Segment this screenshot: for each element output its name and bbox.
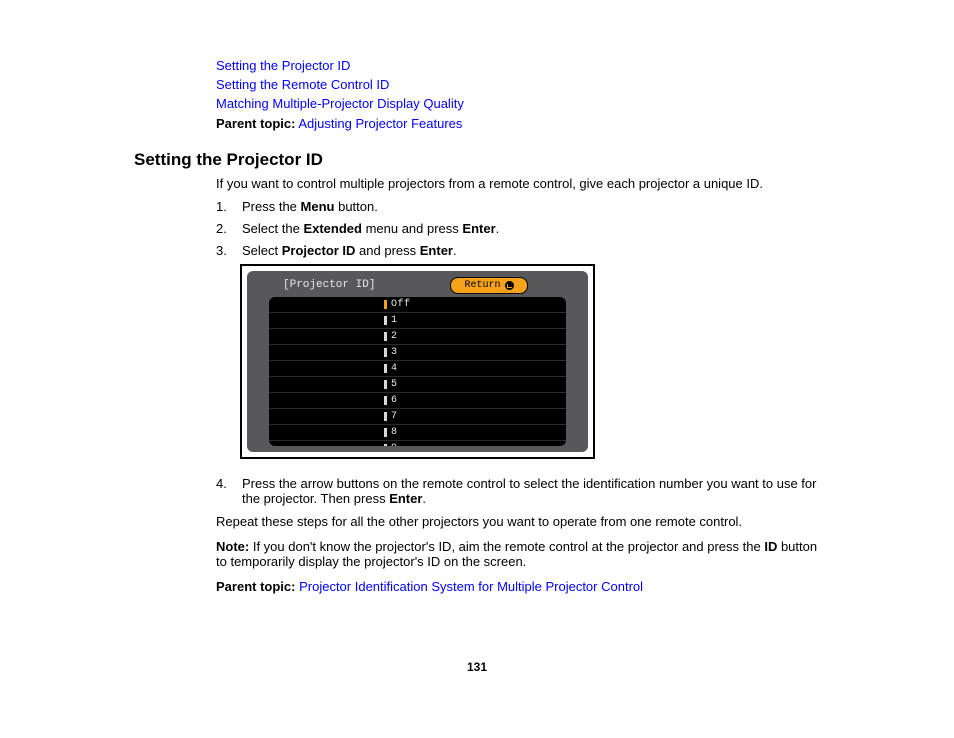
section-heading: Setting the Projector ID: [134, 150, 323, 170]
osd-row: 1: [269, 313, 566, 329]
osd-outer: [Projector ID] Return Off 1 2 3 4 5 6 7 8 9: [247, 271, 588, 452]
osd-tick-icon: [384, 428, 387, 437]
osd-tick-icon: [384, 364, 387, 373]
step-number: 3.: [216, 242, 242, 259]
osd-item-label: 7: [391, 411, 398, 422]
osd-row: 8: [269, 425, 566, 441]
link-setting-remote-control-id[interactable]: Setting the Remote Control ID: [216, 77, 389, 92]
osd-item-label: 9: [391, 443, 398, 446]
parent-topic-line-1: Parent topic: Adjusting Projector Featur…: [216, 115, 464, 133]
step-text: Press the Menu button.: [242, 198, 378, 215]
osd-screenshot: [Projector ID] Return Off 1 2 3 4 5 6 7 8 9: [240, 264, 595, 459]
step-4: 4. Press the arrow buttons on the remote…: [216, 476, 826, 506]
ordered-steps: 1. Press the Menu button. 2. Select the …: [216, 198, 826, 259]
step-text: Select Projector ID and press Enter.: [242, 242, 457, 259]
osd-row: 3: [269, 345, 566, 361]
step-2: 2. Select the Extended menu and press En…: [216, 220, 826, 237]
osd-item-label: 3: [391, 347, 398, 358]
top-links-block: Setting the Projector ID Setting the Rem…: [216, 57, 464, 134]
osd-return-label: Return: [464, 280, 500, 291]
osd-return-button: Return: [450, 277, 528, 294]
osd-panel: Off 1 2 3 4 5 6 7 8 9: [269, 297, 566, 446]
osd-tick-icon: [384, 412, 387, 421]
link-adjusting-projector-features[interactable]: Adjusting Projector Features: [298, 116, 462, 131]
osd-item-label: 5: [391, 379, 398, 390]
note-text: Note: If you don't know the projector's …: [216, 539, 826, 569]
osd-title: [Projector ID]: [283, 279, 375, 291]
osd-row: 5: [269, 377, 566, 393]
osd-item-label: Off: [391, 299, 411, 310]
step-number: 4.: [216, 476, 242, 506]
osd-tick-icon: [384, 380, 387, 389]
link-setting-projector-id[interactable]: Setting the Projector ID: [216, 58, 350, 73]
osd-tick-icon: [384, 444, 387, 446]
osd-item-label: 6: [391, 395, 398, 406]
osd-tick-icon: [384, 300, 387, 309]
osd-row: 4: [269, 361, 566, 377]
osd-item-label: 8: [391, 427, 398, 438]
osd-row: 2: [269, 329, 566, 345]
step-text: Press the arrow buttons on the remote co…: [242, 476, 826, 506]
page-number: 131: [0, 660, 954, 674]
osd-row: 6: [269, 393, 566, 409]
osd-item-label: 1: [391, 315, 398, 326]
intro-text: If you want to control multiple projecto…: [216, 175, 826, 192]
parent-topic-label-1: Parent topic:: [216, 116, 295, 131]
step-number: 1.: [216, 198, 242, 215]
body-lower: 4. Press the arrow buttons on the remote…: [216, 476, 826, 604]
osd-row: Off: [269, 297, 566, 313]
parent-topic-label-2: Parent topic:: [216, 579, 295, 594]
return-icon: [505, 281, 514, 290]
osd-tick-icon: [384, 332, 387, 341]
link-projector-identification-system[interactable]: Projector Identification System for Mult…: [299, 579, 643, 594]
step-3: 3. Select Projector ID and press Enter.: [216, 242, 826, 259]
osd-item-label: 2: [391, 331, 398, 342]
osd-tick-icon: [384, 316, 387, 325]
link-matching-display-quality[interactable]: Matching Multiple-Projector Display Qual…: [216, 96, 464, 111]
step-1: 1. Press the Menu button.: [216, 198, 826, 215]
osd-row: 7: [269, 409, 566, 425]
step-number: 2.: [216, 220, 242, 237]
osd-tick-icon: [384, 348, 387, 357]
repeat-text: Repeat these steps for all the other pro…: [216, 514, 826, 529]
step-text: Select the Extended menu and press Enter…: [242, 220, 499, 237]
osd-tick-icon: [384, 396, 387, 405]
parent-topic-line-2: Parent topic: Projector Identification S…: [216, 579, 826, 594]
osd-item-label: 4: [391, 363, 398, 374]
osd-row: 9: [269, 441, 566, 446]
body-upper: If you want to control multiple projecto…: [216, 175, 826, 264]
page: Setting the Projector ID Setting the Rem…: [0, 0, 954, 738]
